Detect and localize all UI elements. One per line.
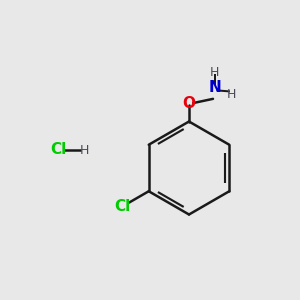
Text: Cl: Cl (115, 199, 131, 214)
Text: H: H (210, 66, 219, 79)
Text: H: H (227, 88, 237, 101)
Text: O: O (182, 96, 196, 111)
Text: H: H (79, 143, 89, 157)
Text: N: N (208, 80, 221, 95)
Text: Cl: Cl (50, 142, 67, 158)
